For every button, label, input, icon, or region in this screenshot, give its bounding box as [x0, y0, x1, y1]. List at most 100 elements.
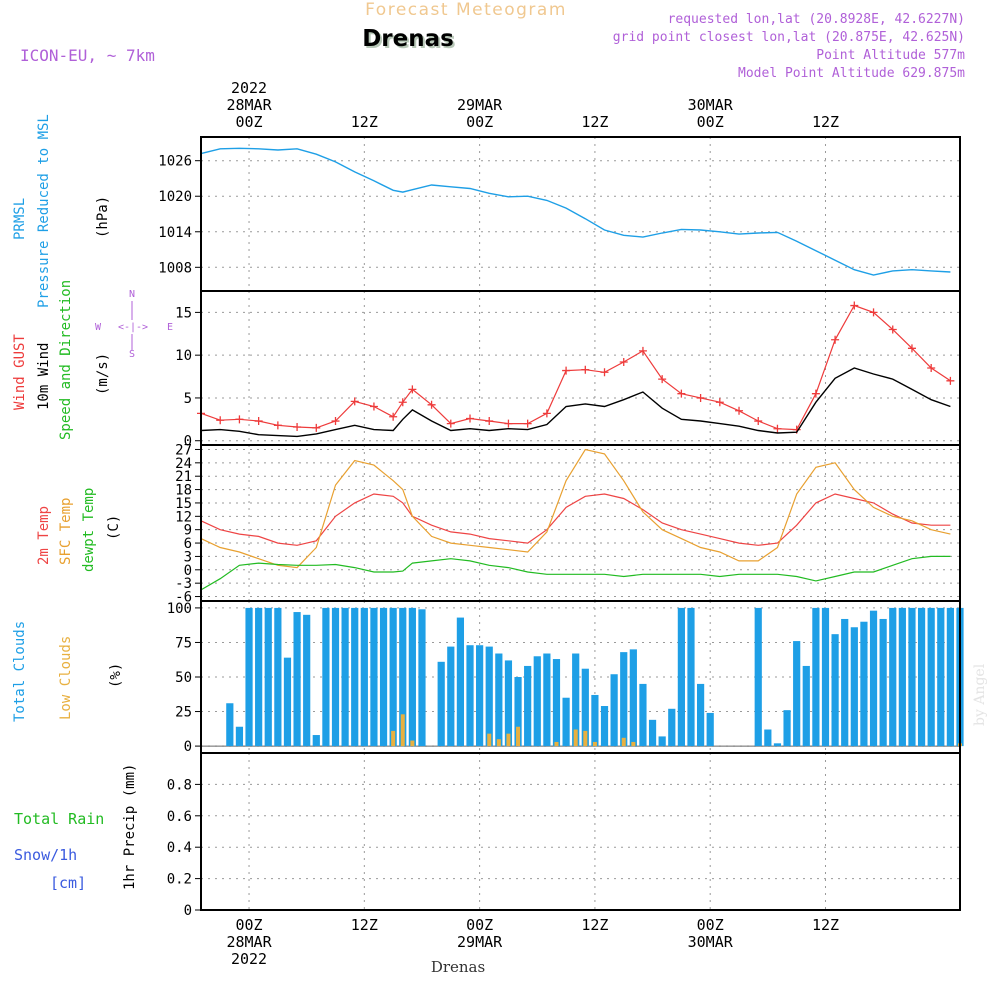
- total-cloud-bar: [908, 607, 916, 747]
- y-tick-label: 0.4: [167, 840, 192, 856]
- total-cloud-bar: [600, 706, 609, 747]
- y-tick-label: 100: [167, 601, 192, 617]
- total-cloud-bar: [322, 607, 330, 747]
- total-cloud-bar: [648, 719, 657, 747]
- low-cloud-bar: [516, 726, 521, 747]
- panel-frame: [200, 444, 961, 602]
- total-cloud-bar: [696, 683, 705, 747]
- low-cloud-bar: [592, 741, 597, 747]
- pressure-msl-label: Pressure Reduced to MSL: [36, 114, 52, 308]
- gust-marker: [398, 398, 407, 407]
- total-cloud-bar: [235, 726, 244, 747]
- temp-sfc-line: [200, 448, 951, 569]
- total-cloud-bar: [389, 607, 397, 747]
- bottom-time-label: 12Z: [812, 916, 839, 934]
- y-tick-label: 0.2: [167, 872, 192, 888]
- gust-marker: [658, 375, 667, 384]
- gust-marker: [485, 417, 494, 426]
- gust-marker: [523, 419, 532, 428]
- total-cloud-bar: [879, 618, 887, 747]
- y-tick-label: 27: [175, 442, 192, 458]
- y-tick-label: 0: [184, 739, 192, 755]
- total-cloud-bar: [821, 607, 830, 747]
- precip-axis-label: 1hr Precip (mm): [122, 764, 138, 890]
- snow-label: Snow/1h: [14, 846, 77, 864]
- low-cloud-bar: [400, 714, 405, 747]
- low-cloud-bar: [631, 741, 636, 747]
- low-cloud-bar: [554, 741, 559, 747]
- low-cloud-bar: [621, 737, 626, 747]
- low-cloud-bar: [410, 740, 415, 747]
- total-cloud-bar: [495, 653, 503, 747]
- y-tick-label: 25: [175, 705, 192, 721]
- temp-labels: 2m Temp SFC Temp dewpt Temp (C): [36, 488, 122, 572]
- top-time-label: 30MAR: [688, 96, 734, 114]
- total-cloud-bar: [668, 708, 676, 747]
- gust-marker: [293, 423, 302, 432]
- total-cloud-bar: [370, 607, 378, 747]
- compass-w: W: [95, 322, 102, 333]
- gust-marker: [331, 417, 340, 426]
- total-cloud-bar: [889, 607, 897, 747]
- panel-precipitation: 0 0.2 0.4 0.6 0.8: [167, 753, 960, 919]
- total-cloud-bar: [437, 661, 445, 747]
- total-cloud-bar: [841, 618, 849, 747]
- panel-frame: [200, 752, 961, 911]
- y-tick-label: -3: [175, 576, 192, 592]
- total-cloud-bar: [418, 609, 426, 747]
- compass-e: E: [167, 322, 173, 333]
- top-time-label: 00Z: [235, 113, 262, 131]
- compass-s: S: [129, 349, 135, 360]
- plot-area: 1008101410201026051015-6-303691215182124…: [158, 79, 964, 968]
- bottom-time-label: 28MAR: [226, 933, 272, 951]
- y-tick-label: 0: [184, 434, 192, 450]
- total-cloud-bar: [514, 677, 522, 747]
- gust-marker: [408, 385, 417, 394]
- gust-marker: [754, 417, 763, 426]
- bottom-time-label: 30MAR: [688, 933, 734, 951]
- total-cloud-bar: [485, 646, 493, 747]
- bottom-time-label: 12Z: [351, 916, 378, 934]
- temp-2m-label: 2m Temp: [36, 506, 52, 565]
- gust-marker: [581, 365, 590, 374]
- y-tick-label: 1014: [158, 225, 192, 241]
- y-tick-label: 0: [184, 563, 192, 579]
- gust-marker: [369, 402, 378, 411]
- total-cloud-bar: [379, 607, 388, 747]
- total-cloud-bar: [533, 656, 541, 747]
- bottom-time-label: 2022: [231, 950, 267, 968]
- bottom-time-label: 00Z: [466, 916, 493, 934]
- y-tick-label: 75: [175, 635, 192, 651]
- panel-wind: 0 5 10 15: [175, 291, 960, 450]
- top-time-label: 2022: [231, 79, 267, 97]
- total-cloud-bar: [773, 743, 782, 747]
- y-tick-label: -6: [175, 590, 192, 606]
- y-tick-label: 9: [184, 523, 192, 539]
- top-time-label: 28MAR: [226, 96, 272, 114]
- model-label: ICON-EU, ~ 7km: [20, 46, 155, 65]
- total-cloud-bar: [706, 712, 714, 747]
- total-cloud-bar: [226, 703, 234, 747]
- temp-unit: (C): [106, 515, 122, 540]
- gust-marker: [811, 389, 820, 398]
- total-cloud-bar: [850, 627, 858, 747]
- total-cloud-bar: [620, 652, 628, 747]
- wind-direction-label: Speed and Direction: [58, 280, 74, 440]
- gust-marker: [907, 344, 916, 353]
- total-cloud-bar: [283, 657, 292, 747]
- y-tick-label: 0: [184, 903, 192, 919]
- total-cloud-bar: [562, 697, 570, 747]
- low-cloud-bar: [496, 739, 501, 747]
- gust-marker: [466, 414, 475, 423]
- top-time-label: 29MAR: [457, 96, 503, 114]
- top-time-label: 12Z: [351, 113, 378, 131]
- location-title-shadow: Drenas: [364, 28, 456, 54]
- total-cloud-bar: [937, 607, 945, 747]
- total-cloud-bar: [312, 735, 320, 747]
- total-cloud-bar: [572, 653, 580, 747]
- temp-2m-line: [200, 493, 951, 546]
- gust-marker: [542, 409, 551, 418]
- gust-line: [200, 304, 951, 431]
- gust-marker: [696, 393, 705, 402]
- temp-dewpt-line: [200, 555, 951, 591]
